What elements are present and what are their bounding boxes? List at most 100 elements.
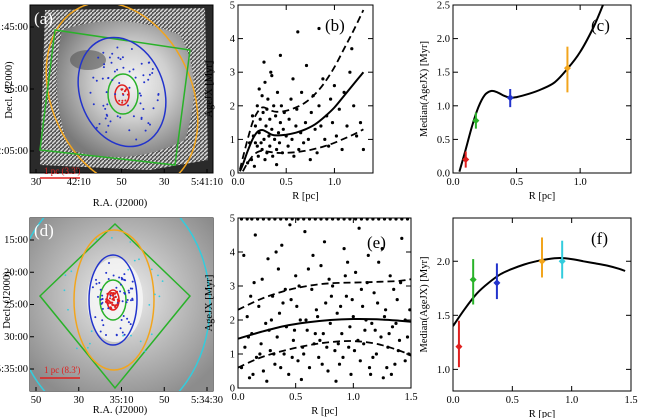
panel-a-source — [111, 79, 114, 81]
panel-a-source — [98, 122, 101, 125]
chart-e-point — [311, 253, 315, 257]
chart-f-xtick-label: 0.0 — [446, 395, 459, 406]
panel-d-xtick-0: 50 — [31, 395, 42, 406]
panel-d-label: (d) — [34, 221, 54, 240]
chart-e-point — [408, 308, 411, 312]
chart-b-point — [296, 30, 300, 34]
panel-d-source — [131, 280, 134, 283]
chart-c-ytick-label: 0.5 — [437, 135, 450, 146]
panel-a-source — [106, 114, 109, 117]
chart-b-point — [268, 144, 272, 148]
chart-e-point — [257, 304, 261, 308]
chart-e-point-top — [331, 218, 335, 221]
panel-a-source — [109, 120, 112, 123]
chart-e-point — [392, 287, 396, 291]
chart-e-point — [376, 301, 380, 305]
panel-d-source-outer — [64, 274, 67, 277]
chart-e-point-top — [284, 218, 288, 221]
chart-b-point — [276, 131, 281, 135]
chart-e-point — [242, 253, 246, 257]
chart-b-point — [269, 70, 273, 74]
panel-a-source — [128, 129, 131, 132]
chart-b-point — [304, 63, 309, 68]
chart-e-point — [307, 366, 312, 370]
panel-d-source — [126, 299, 129, 301]
chart-e-point — [289, 298, 293, 302]
chart-b-point — [350, 47, 354, 51]
panel-d-source — [123, 278, 126, 281]
chart-e-point — [370, 321, 374, 325]
panel-a-source — [156, 99, 159, 102]
chart-b-point — [317, 104, 321, 108]
chart-b-xtick-label: 1.0 — [328, 177, 341, 188]
chart-b-point — [361, 147, 365, 152]
panel-d-source-outer — [133, 259, 136, 262]
chart-b-ytick-label: 3 — [230, 68, 235, 79]
chart-e-point-top — [313, 218, 317, 221]
chart-b-point — [271, 154, 275, 158]
chart-e-point-top — [405, 218, 410, 221]
chart-b-ytick-label: 0 — [230, 169, 235, 180]
panel-d-source-core — [110, 291, 113, 295]
chart-b-plot-area — [238, 9, 365, 172]
chart-e-point — [377, 260, 381, 264]
chart-b-point — [289, 97, 293, 101]
chart-c-ytick-label: 0.0 — [437, 169, 450, 180]
chart-e-point — [259, 342, 263, 346]
panel-a-source — [106, 103, 109, 106]
chart-b-point — [246, 161, 250, 165]
chart-e-point — [275, 335, 279, 339]
panel-d-xtick-4: 5:34:30 — [191, 395, 223, 406]
chart-e-point-top — [400, 218, 404, 221]
chart-e-point — [305, 328, 309, 332]
panel-d-source — [99, 288, 102, 291]
chart-e-point — [388, 274, 392, 278]
panel-a-source — [132, 68, 135, 71]
chart-e-point — [298, 318, 302, 322]
chart-b-point — [330, 121, 335, 125]
panel-a-source-core — [124, 99, 127, 102]
chart-e-point — [292, 328, 297, 332]
panel-d-source — [128, 291, 131, 294]
chart-e-point-top — [279, 218, 283, 221]
panel-a-green-ellipse — [107, 73, 139, 115]
chart-f-ytick-label: 1.0 — [437, 365, 450, 376]
chart-e-panel-label: (e) — [367, 233, 386, 252]
chart-e-point — [245, 315, 249, 319]
chart-c-ytick-label: 2.0 — [437, 34, 450, 45]
chart-e-point — [389, 372, 393, 376]
chart-e-point-top — [359, 218, 363, 221]
panel-a-source — [148, 73, 151, 76]
chart-b-point — [332, 84, 336, 88]
chart-e-point — [346, 260, 350, 264]
chart-b-curve-dashed-1 — [239, 9, 365, 170]
chart-e-point — [325, 345, 329, 349]
panel-d-source-core — [114, 305, 117, 308]
chart-e-point — [374, 352, 378, 356]
chart-b-point — [264, 124, 268, 128]
panel-d-source — [115, 286, 118, 289]
panel-a-source — [118, 82, 121, 84]
panel-a-source — [114, 93, 117, 96]
panel-d-source-outer — [150, 268, 153, 271]
panel-a-source — [130, 48, 133, 50]
chart-b-point — [267, 134, 271, 138]
panel-d-ytick-4: -5:35:00 — [0, 364, 28, 375]
chart-b-point — [348, 70, 352, 74]
chart-e-point — [329, 294, 333, 298]
chart-b-point — [262, 60, 266, 64]
chart-e-point — [261, 369, 265, 373]
panel-d-source-outer — [76, 347, 78, 350]
panel-d-source-outer — [70, 270, 73, 273]
panel-d-xtick-1: 30 — [74, 395, 85, 406]
chart-e-point-top — [307, 218, 312, 221]
chart-f: 0.0 0.5 1.0 1.5 1.0 1.5 2.0 R [pc] Median(AgeJX)… — [419, 217, 638, 418]
chart-c-median-point-1 — [472, 117, 480, 125]
chart-b-point — [278, 121, 282, 125]
chart-e-point — [266, 257, 270, 261]
panel-d-source — [129, 323, 132, 326]
chart-e-point — [344, 294, 348, 298]
panel-a-source — [157, 93, 160, 96]
chart-e-point — [394, 321, 398, 325]
